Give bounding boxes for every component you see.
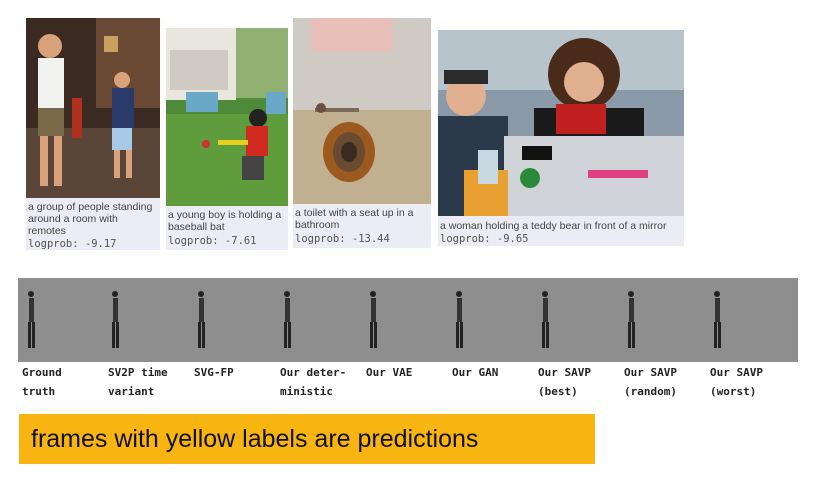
video-frame: [620, 278, 706, 362]
caption-card-3: a toilet with a seat up in a bathroom lo…: [293, 18, 431, 248]
video-frame: [276, 278, 362, 362]
caption-card-1: a group of people standing around a room…: [26, 18, 160, 250]
caption-text: a young boy is holding a baseball bat: [168, 209, 282, 233]
walking-person: [26, 290, 36, 350]
logprob-value: logprob: -9.65: [440, 233, 529, 245]
logprob-value: logprob: -9.17: [28, 238, 117, 250]
walking-person: [454, 290, 464, 350]
walking-person: [540, 290, 550, 350]
predictions-banner: frames with yellow labels are prediction…: [19, 414, 595, 464]
video-frame: [190, 278, 276, 362]
frame-label: Our SAVP (worst): [710, 366, 763, 398]
video-frame: [448, 278, 534, 362]
logprob-value: logprob: -7.61: [168, 235, 257, 247]
walking-person: [712, 290, 722, 350]
frame-label: Our SAVP (random): [624, 366, 677, 398]
video-frame: [362, 278, 448, 362]
video-frame: [706, 278, 792, 362]
video-frame: [18, 278, 104, 362]
video-frame-strip: [18, 278, 798, 362]
frame-label: Our VAE: [366, 366, 413, 379]
caption-text: a toilet with a seat up in a bathroom: [295, 207, 414, 231]
logprob-value: logprob: -13.44: [295, 233, 390, 245]
banner-text: frames with yellow labels are prediction…: [31, 424, 479, 453]
walking-person: [626, 290, 636, 350]
photo-toilet: [293, 18, 431, 204]
caption-text: a group of people standing around a room…: [28, 201, 153, 237]
frame-label: SV2P time variant: [108, 366, 168, 398]
caption-card-2: a young boy is holding a baseball bat lo…: [166, 28, 288, 250]
caption-text: a woman holding a teddy bear in front of…: [440, 220, 667, 232]
frame-label: Our deter- ministic: [280, 366, 347, 398]
walking-person: [110, 290, 120, 350]
photo-people-room: [26, 18, 160, 198]
caption-card-4: a woman holding a teddy bear in front of…: [438, 30, 684, 246]
photo-woman-teddy: [438, 30, 684, 216]
walking-person: [368, 290, 378, 350]
walking-person: [282, 290, 292, 350]
walking-person: [196, 290, 206, 350]
photo-boy-bat: [166, 28, 288, 206]
frame-label: SVG-FP: [194, 366, 234, 379]
frame-label: Our GAN: [452, 366, 499, 379]
frame-label: Ground truth: [22, 366, 62, 398]
video-frame: [534, 278, 620, 362]
video-frame: [104, 278, 190, 362]
frame-label: Our SAVP (best): [538, 366, 591, 398]
